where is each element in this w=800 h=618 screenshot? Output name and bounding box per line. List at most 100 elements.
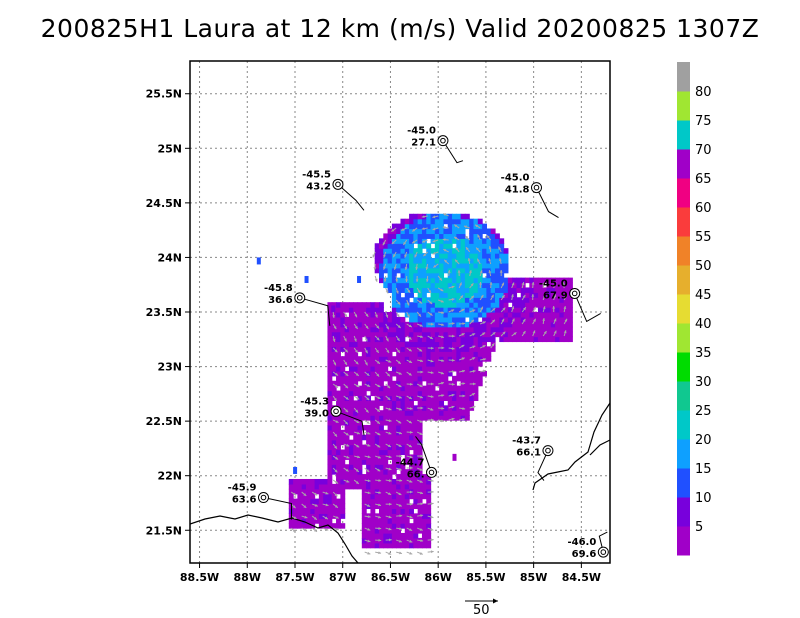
wind-speed-cell [404, 444, 410, 451]
wind-speed-cell [387, 267, 393, 274]
wind-speed-cell [452, 248, 457, 254]
wind-speed-cell [336, 307, 341, 313]
wind-speed-cell [361, 346, 367, 352]
wind-speed-cell [507, 321, 513, 328]
wind-speed-cell [391, 498, 397, 505]
wind-speed-cell [426, 356, 432, 362]
wind-speed-cell [361, 380, 367, 387]
wind-speed-cell [374, 390, 380, 397]
wind-speed-cell [477, 238, 483, 244]
wind-speed-cell [537, 287, 543, 293]
wind-vector-head [398, 395, 402, 399]
wind-vector-head [408, 372, 412, 376]
colorbar-segment [677, 91, 690, 121]
wind-speed-cell [430, 336, 436, 343]
wind-vector-head [293, 492, 297, 496]
wind-speed-cell [443, 277, 449, 284]
wind-vector-head [409, 455, 413, 459]
wind-speed-cell [413, 302, 419, 308]
wind-speed-cell [482, 302, 487, 308]
wind-speed-cell [293, 466, 298, 474]
wind-speed-cell [464, 366, 470, 372]
wind-speed-cell [383, 326, 389, 333]
wind-speed-cell [331, 498, 337, 505]
wind-speed-cell [404, 243, 410, 249]
wind-speed-cell [297, 493, 303, 500]
wind-speed-cell [469, 400, 475, 406]
wind-speed-cell [443, 341, 449, 347]
wind-speed-cell [494, 282, 500, 289]
wind-speed-cell [340, 341, 346, 347]
wind-vector-head [443, 213, 447, 216]
wind-speed-cell [434, 370, 440, 377]
wind-speed-cell [353, 420, 359, 426]
wind-speed-cell [370, 405, 376, 411]
wind-speed-cell [413, 493, 419, 500]
wind-speed-cell [348, 415, 354, 421]
wind-speed-cell [396, 532, 402, 539]
wind-speed-cell [452, 302, 457, 308]
wind-speed-cell [434, 257, 440, 264]
colorbar-label: 15 [695, 462, 712, 477]
wind-barb [574, 293, 601, 323]
wind-speed-cell [413, 483, 419, 490]
yucatan-coastline [190, 514, 359, 563]
wind-speed-cell [370, 493, 376, 500]
wind-speed-cell [391, 410, 397, 416]
wind-vector-head [532, 330, 536, 334]
wind-speed-cell [443, 415, 449, 421]
wind-speed-cell [374, 434, 380, 441]
wind-vector-head [377, 515, 381, 519]
wind-speed-cell [370, 321, 376, 328]
wind-speed-cell [336, 326, 341, 333]
wind-vector-head [404, 267, 408, 270]
wind-speed-cell [413, 282, 419, 289]
wind-speed-cell [417, 233, 423, 239]
wind-speed-cell [361, 385, 367, 392]
wind-speed-cell [327, 370, 333, 377]
wind-speed-cell [469, 292, 475, 298]
wind-vector-head [386, 349, 390, 353]
wind-speed-cell [452, 272, 457, 279]
wind-speed-cell [353, 326, 359, 333]
wind-speed-cell [387, 424, 393, 431]
wind-speed-cell [387, 498, 393, 505]
wind-vector-head [531, 282, 535, 285]
wind-speed-cell [434, 287, 440, 293]
wind-speed-cell [460, 277, 466, 284]
dropsonde-wind: 69.6 [572, 549, 597, 560]
wind-speed-cell [314, 508, 320, 514]
wind-speed-cell [396, 508, 402, 514]
wind-speed-cell [434, 346, 440, 352]
wind-vector-head [344, 313, 348, 317]
wind-speed-cell [374, 321, 380, 328]
wind-speed-cell [473, 366, 479, 372]
wind-speed-cell [417, 483, 423, 490]
wind-speed-cell [391, 508, 397, 514]
wind-speed-cell [404, 351, 410, 357]
wind-vector-head [388, 419, 392, 423]
wind-speed-cell [477, 233, 483, 239]
wind-speed-cell [348, 385, 354, 392]
y-tick-label: 24N [157, 251, 182, 264]
wind-speed-cell [430, 370, 436, 377]
wind-speed-cell [383, 508, 389, 514]
wind-speed-cell [421, 375, 427, 382]
wind-speed-cell [396, 341, 402, 347]
wind-vector-head [409, 430, 413, 434]
wind-speed-cell [391, 424, 397, 431]
wind-speed-cell [421, 488, 427, 495]
wind-speed-cell [379, 542, 384, 549]
wind-speed-cell [477, 370, 483, 377]
wind-speed-cell [391, 223, 397, 230]
wind-speed-cell [525, 287, 530, 293]
wind-vector-head [430, 550, 434, 554]
wind-speed-cell [404, 518, 410, 524]
wind-speed-cell [460, 336, 466, 343]
wind-speed-cell [336, 395, 341, 401]
wind-vector-head [391, 241, 395, 245]
wind-speed-cell [396, 326, 402, 333]
wind-speed-cell [400, 420, 406, 426]
wind-vector-head [378, 479, 382, 482]
wind-speed-cell [336, 415, 341, 421]
